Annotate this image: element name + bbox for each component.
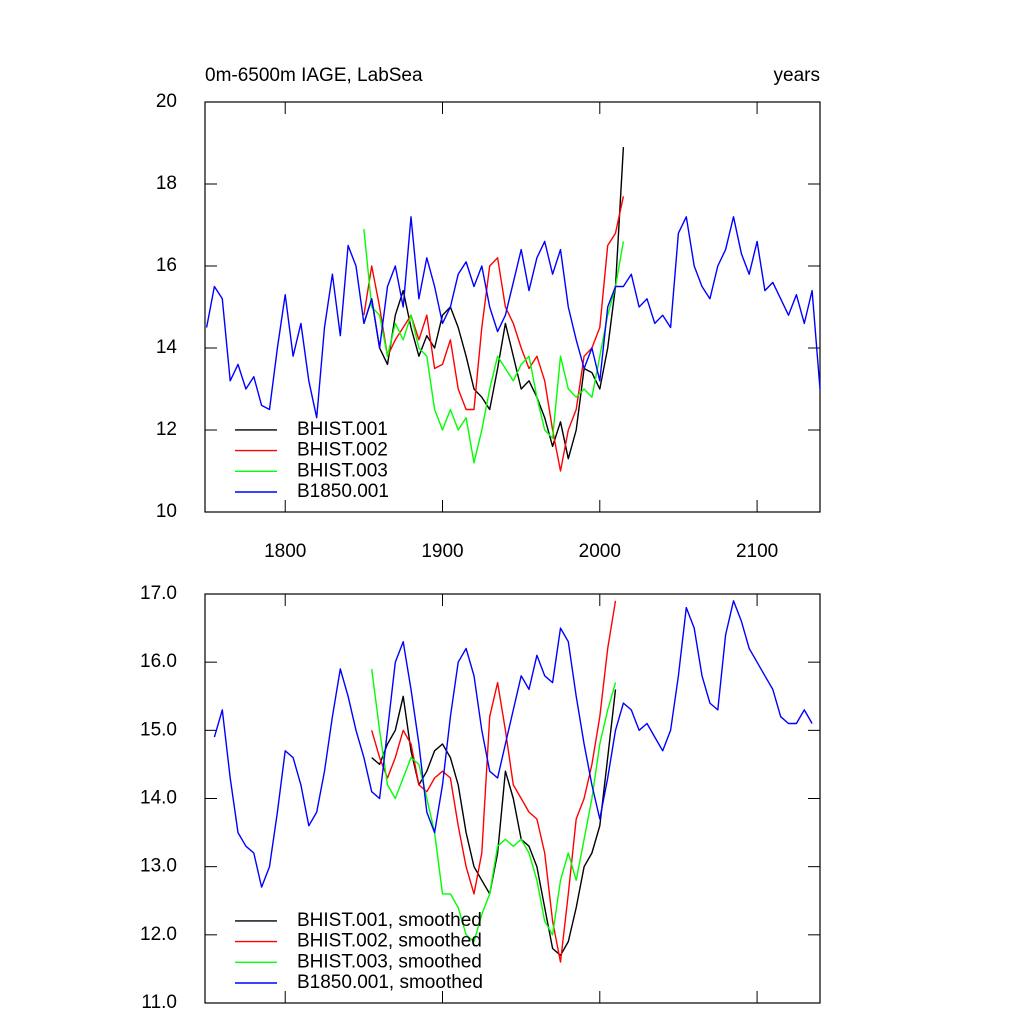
- series-line: [363, 147, 625, 460]
- series-line: [363, 196, 625, 472]
- x-tick-label: 2000: [579, 541, 621, 562]
- y-tick-label: 13.0: [140, 856, 177, 877]
- right-title: years: [774, 65, 820, 86]
- legend-label: BHIST.003: [297, 460, 388, 481]
- y-tick-label: 12: [156, 419, 177, 440]
- y-tick-label: 16.0: [140, 651, 177, 672]
- y-tick-label: 15.0: [140, 719, 177, 740]
- x-tick-label: 2100: [736, 541, 778, 562]
- y-tick-label: 12.0: [140, 924, 177, 945]
- plot-frame: [204, 101, 821, 513]
- chart-title: 0m-6500m IAGE, LabSea: [205, 65, 423, 86]
- y-tick-label: 11.0: [141, 992, 177, 1013]
- legend-label: BHIST.002: [297, 440, 388, 461]
- y-tick-label: 16: [156, 255, 177, 276]
- y-tick-label: 14: [156, 337, 178, 358]
- y-tick-label: 18: [156, 173, 177, 194]
- series-line: [371, 668, 617, 943]
- legend-label: B1850.001: [297, 481, 389, 502]
- legend-label: BHIST.001: [297, 419, 388, 440]
- series-line: [205, 216, 821, 419]
- series-line: [371, 600, 617, 963]
- x-tick-label: 1800: [264, 541, 306, 562]
- y-tick-label: 10: [156, 501, 177, 522]
- legend-label: BHIST.001, smoothed: [297, 910, 482, 931]
- y-tick-label: 20: [156, 91, 177, 112]
- y-tick-label: 17.0: [140, 583, 177, 604]
- legend-label: BHIST.002, smoothed: [297, 931, 482, 952]
- legend-label: B1850.001, smoothed: [297, 972, 483, 993]
- legend-label: BHIST.003, smoothed: [297, 951, 482, 972]
- x-tick-label: 1900: [421, 541, 463, 562]
- series-line: [213, 600, 813, 888]
- y-tick-label: 14.0: [140, 788, 177, 809]
- series-line: [363, 229, 625, 464]
